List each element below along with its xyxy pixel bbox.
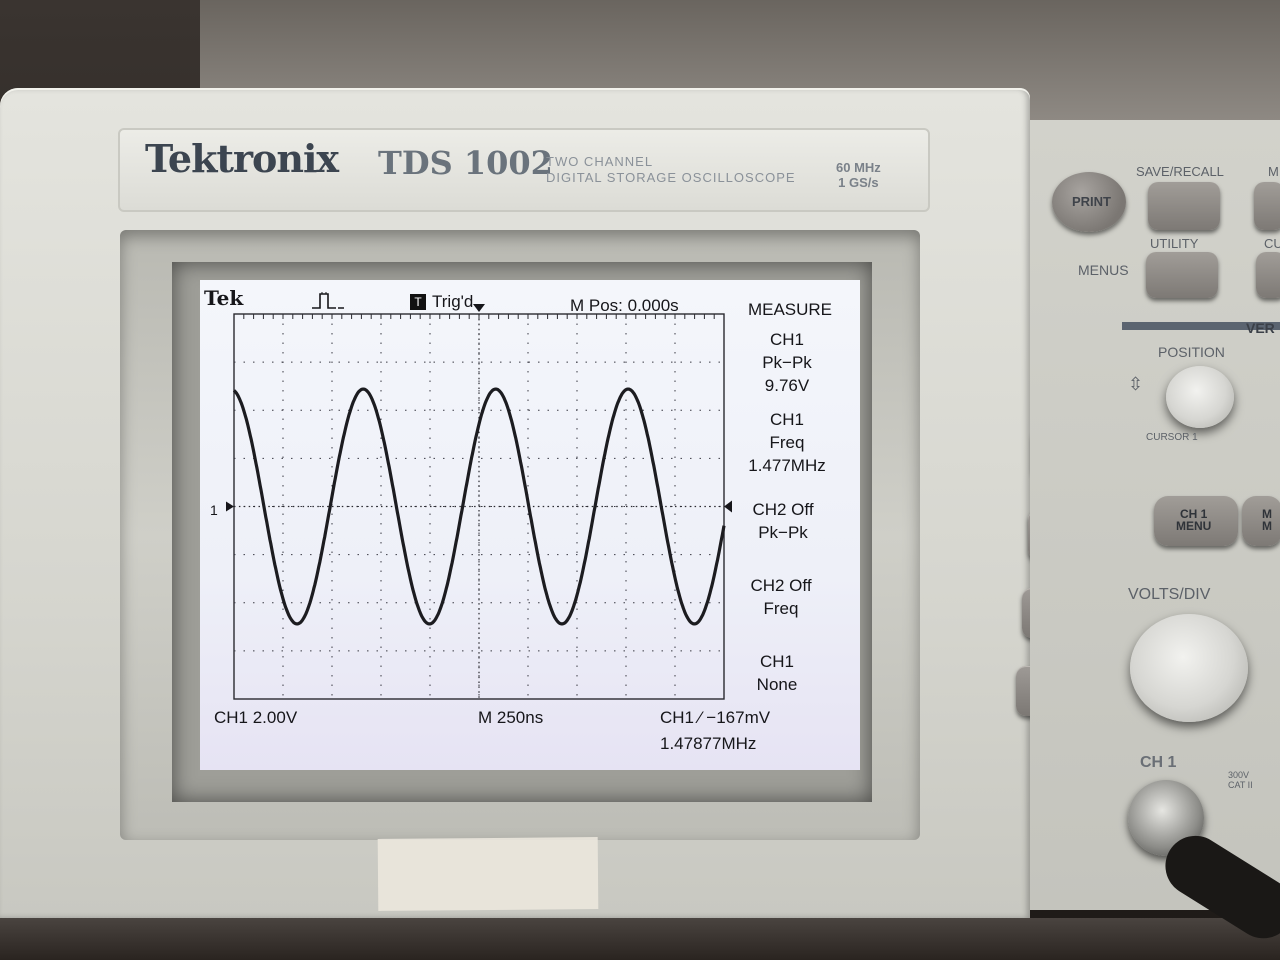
- graticule: [226, 304, 732, 700]
- lcd-screen: Tek T Trig'd M Pos: 0.000s 1 CH1 2.00V M …: [200, 280, 860, 770]
- print-label: PRINT: [1072, 194, 1111, 209]
- math-menu-label: M M: [1262, 507, 1272, 533]
- print-button[interactable]: [1052, 172, 1126, 232]
- ch1-menu-button[interactable]: [1154, 496, 1238, 546]
- cursor-label-partial: CU: [1264, 236, 1280, 251]
- ch1-menu-label: CH 1 MENU: [1176, 507, 1212, 533]
- save-recall-button[interactable]: [1148, 182, 1220, 230]
- trigger-level-arrow: [724, 500, 732, 513]
- cat-rating-label: 300V CAT II: [1228, 770, 1253, 790]
- menu-title: MEASURE: [747, 300, 833, 319]
- vertical-section-bar: [1122, 322, 1280, 330]
- model-number: TDS 1002: [378, 144, 553, 182]
- cursor-1-label: CURSOR 1: [1146, 432, 1198, 443]
- timebase-readout: M 250ns: [478, 708, 544, 727]
- ch1-input-label: CH 1: [1140, 754, 1177, 771]
- brand-logo: Tektronix: [145, 136, 339, 181]
- menu-item-1[interactable]: CH1 Pk−Pk 9.76V: [762, 330, 812, 395]
- utility-button[interactable]: [1146, 252, 1218, 298]
- trigger-status: T Trig'd: [410, 292, 473, 312]
- vertical-label: VER: [1246, 320, 1275, 336]
- tek-logo: Tek: [204, 286, 244, 310]
- model-description: TWO CHANNEL DIGITAL STORAGE OSCILLOSCOPE: [546, 154, 796, 185]
- spec-label: 60 MHz 1 GS/s: [836, 160, 881, 190]
- menu-item-4[interactable]: CH2 Off Freq: [750, 576, 812, 618]
- ch1-waveform: [232, 387, 726, 626]
- math-menu-button[interactable]: [1242, 496, 1280, 546]
- menus-label: MENUS: [1078, 262, 1129, 278]
- cursor-button[interactable]: [1256, 252, 1280, 298]
- menu-item-2[interactable]: CH1 Freq 1.477MHz: [748, 410, 826, 475]
- volts-div-knob[interactable]: [1130, 614, 1248, 722]
- trigger-level-readout: CH1 ⁄ −167mV: [660, 708, 771, 727]
- position-label: POSITION: [1158, 344, 1225, 360]
- save-recall-label: SAVE/RECALL: [1136, 164, 1224, 179]
- ch1-scale: CH1 2.00V: [214, 708, 298, 727]
- up-down-arrow-icon: ⇳: [1128, 374, 1144, 394]
- m-pos-readout: M Pos: 0.000s: [570, 296, 679, 315]
- utility-label: UTILITY: [1150, 236, 1199, 251]
- ch1-ground-marker: 1: [210, 502, 218, 518]
- brand-strip: [118, 128, 930, 212]
- ch1-position-knob[interactable]: [1166, 366, 1234, 428]
- frequency-readout: 1.47877MHz: [660, 734, 757, 753]
- acquire-pulse-icon: [312, 292, 344, 309]
- measure-button[interactable]: [1254, 182, 1280, 230]
- volts-div-label: VOLTS/DIV: [1128, 586, 1211, 603]
- masking-tape: [377, 837, 599, 911]
- trigger-position-marker: [473, 304, 485, 312]
- ch1-ground-arrow: [226, 501, 234, 512]
- measure-label-partial: M: [1268, 164, 1279, 179]
- menu-item-5[interactable]: CH1 None: [756, 652, 798, 694]
- menu-item-3[interactable]: CH2 Off Pk−Pk: [752, 500, 814, 542]
- table-surface: [0, 918, 1280, 960]
